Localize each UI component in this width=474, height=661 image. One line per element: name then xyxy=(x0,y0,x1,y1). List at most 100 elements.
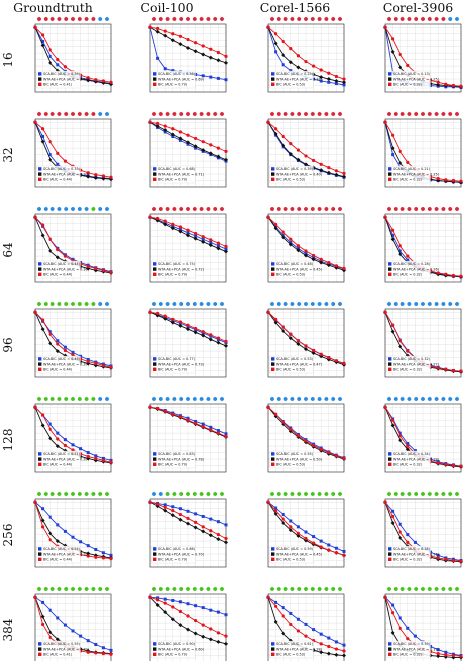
data-point-bic xyxy=(304,154,308,158)
data-point-bic xyxy=(201,235,205,239)
legend-box xyxy=(151,450,196,469)
legend-swatch-sca xyxy=(388,262,392,266)
legend-box xyxy=(386,545,431,564)
legend-swatch-sca xyxy=(38,167,42,171)
legend-auc: (AUC = 0.17) xyxy=(416,647,440,651)
data-point-wta xyxy=(155,603,160,608)
column-title-corel-1566: Corel-1566 xyxy=(260,0,331,15)
data-point-sca xyxy=(281,513,285,517)
data-point-sca xyxy=(41,600,45,604)
data-point-bic xyxy=(163,601,167,605)
data-point-bic xyxy=(224,634,228,638)
legend-auc: (AUC = 0.28) xyxy=(416,457,440,461)
data-point-bic xyxy=(327,644,331,649)
legend-auc: (AUC = 0.27) xyxy=(416,362,440,366)
status-dot xyxy=(171,301,177,307)
data-point-bic xyxy=(312,253,316,258)
status-dot xyxy=(406,16,412,22)
panel-64-groundtruth: SCA-BIC (AUC = 0.44)WTA-AE+PCA (AUC = 0.… xyxy=(33,206,113,283)
data-point-bic xyxy=(281,420,285,424)
status-dot xyxy=(434,206,440,212)
data-point-wta xyxy=(55,539,60,544)
data-point-wta xyxy=(326,651,331,656)
legend-swatch-bic xyxy=(153,557,157,561)
legend-swatch-bic xyxy=(38,177,42,181)
data-point-bic xyxy=(201,525,205,529)
legend-swatch-bic xyxy=(271,272,275,276)
legend-swatch-bic xyxy=(153,367,157,371)
legend-entry-bic: BIC (AUC = 0.32) xyxy=(393,463,423,467)
legend-series-name: WTA-AE+PCA xyxy=(43,267,66,271)
data-point-bic xyxy=(296,531,300,535)
legend-box xyxy=(36,545,81,564)
data-point-wta xyxy=(170,617,175,622)
data-point-bic xyxy=(289,525,293,529)
legend-series-name: BIC xyxy=(276,368,282,372)
panel-64-corel-1566: SCA-BIC (AUC = 0.48)WTA-AE+PCA (AUC = 0.… xyxy=(266,206,346,283)
legend-swatch-wta xyxy=(271,647,275,651)
status-dot xyxy=(219,16,225,22)
status-dot xyxy=(283,301,289,307)
plot-frame xyxy=(267,498,345,568)
data-point-bic xyxy=(209,428,213,432)
legend-series-name: WTA-AE+PCA xyxy=(393,267,416,271)
status-dot xyxy=(192,16,198,22)
legend-swatch-sca xyxy=(388,72,392,76)
data-point-bic xyxy=(266,405,270,409)
status-dot xyxy=(56,491,62,497)
data-point-wta xyxy=(40,423,45,428)
data-point-bic xyxy=(86,359,90,364)
status-dot xyxy=(296,586,302,592)
status-dot xyxy=(192,206,198,212)
row-labels: 16 32 64 96 128 256 384 xyxy=(1,52,15,641)
legend-auc: (AUC = 0.79) xyxy=(164,558,188,562)
legend-auc: (AUC = 0.55) xyxy=(290,452,314,456)
data-point-bic xyxy=(274,317,278,321)
data-point-wta xyxy=(170,320,175,325)
data-point-bic xyxy=(459,274,463,278)
data-point-bic xyxy=(171,509,175,513)
data-point-bic xyxy=(163,124,167,128)
data-point-sca xyxy=(436,553,440,557)
data-point-sca xyxy=(178,507,182,511)
data-point-bic xyxy=(41,622,45,627)
legend-entry-sca: SCA-BIC (AUC = 0.83) xyxy=(158,452,196,456)
data-point-bic xyxy=(209,47,213,51)
data-point-bic xyxy=(289,237,293,241)
status-dot xyxy=(269,396,275,402)
status-dot xyxy=(454,491,460,497)
legend-series-name: WTA-AE+PCA xyxy=(393,552,416,556)
data-point-bic xyxy=(201,425,205,429)
data-point-sca xyxy=(274,506,278,510)
data-point-bic xyxy=(48,635,52,639)
status-dot xyxy=(185,206,191,212)
status-dot xyxy=(337,16,343,22)
status-dot xyxy=(199,396,205,402)
status-dot xyxy=(400,491,406,497)
legend-swatch-wta xyxy=(38,552,42,556)
data-point-sca xyxy=(391,509,395,513)
legend-box xyxy=(151,355,196,374)
data-point-bic xyxy=(334,454,338,458)
legend-auc: (AUC = 0.79) xyxy=(164,368,188,372)
data-point-wta xyxy=(273,320,278,325)
data-point-bic xyxy=(398,149,402,153)
legend-swatch-sca xyxy=(153,357,157,361)
legend-swatch-bic xyxy=(271,652,275,656)
status-dot xyxy=(434,396,440,402)
data-point-wta xyxy=(208,533,213,538)
data-point-bic xyxy=(289,47,293,51)
legend-entry-wta: WTA-AE+PCA (AUC = 0.30) xyxy=(43,172,90,176)
legend-auc: (AUC = 0.53) xyxy=(282,463,306,467)
data-point-wta xyxy=(281,53,286,58)
panel-384-corel-3906: SCA-BIC (AUC = 0.39)WTA-AE+PCA (AUC = 0.… xyxy=(383,586,463,661)
data-point-sca xyxy=(391,603,395,607)
legend-swatch-wta xyxy=(271,172,275,176)
data-point-wta xyxy=(186,327,190,332)
legend-series-name: BIC xyxy=(393,653,399,657)
data-point-sca xyxy=(413,634,417,638)
legend-auc: (AUC = 0.53) xyxy=(282,368,306,372)
legend-swatch-bic xyxy=(388,652,392,656)
status-dot xyxy=(303,491,309,497)
